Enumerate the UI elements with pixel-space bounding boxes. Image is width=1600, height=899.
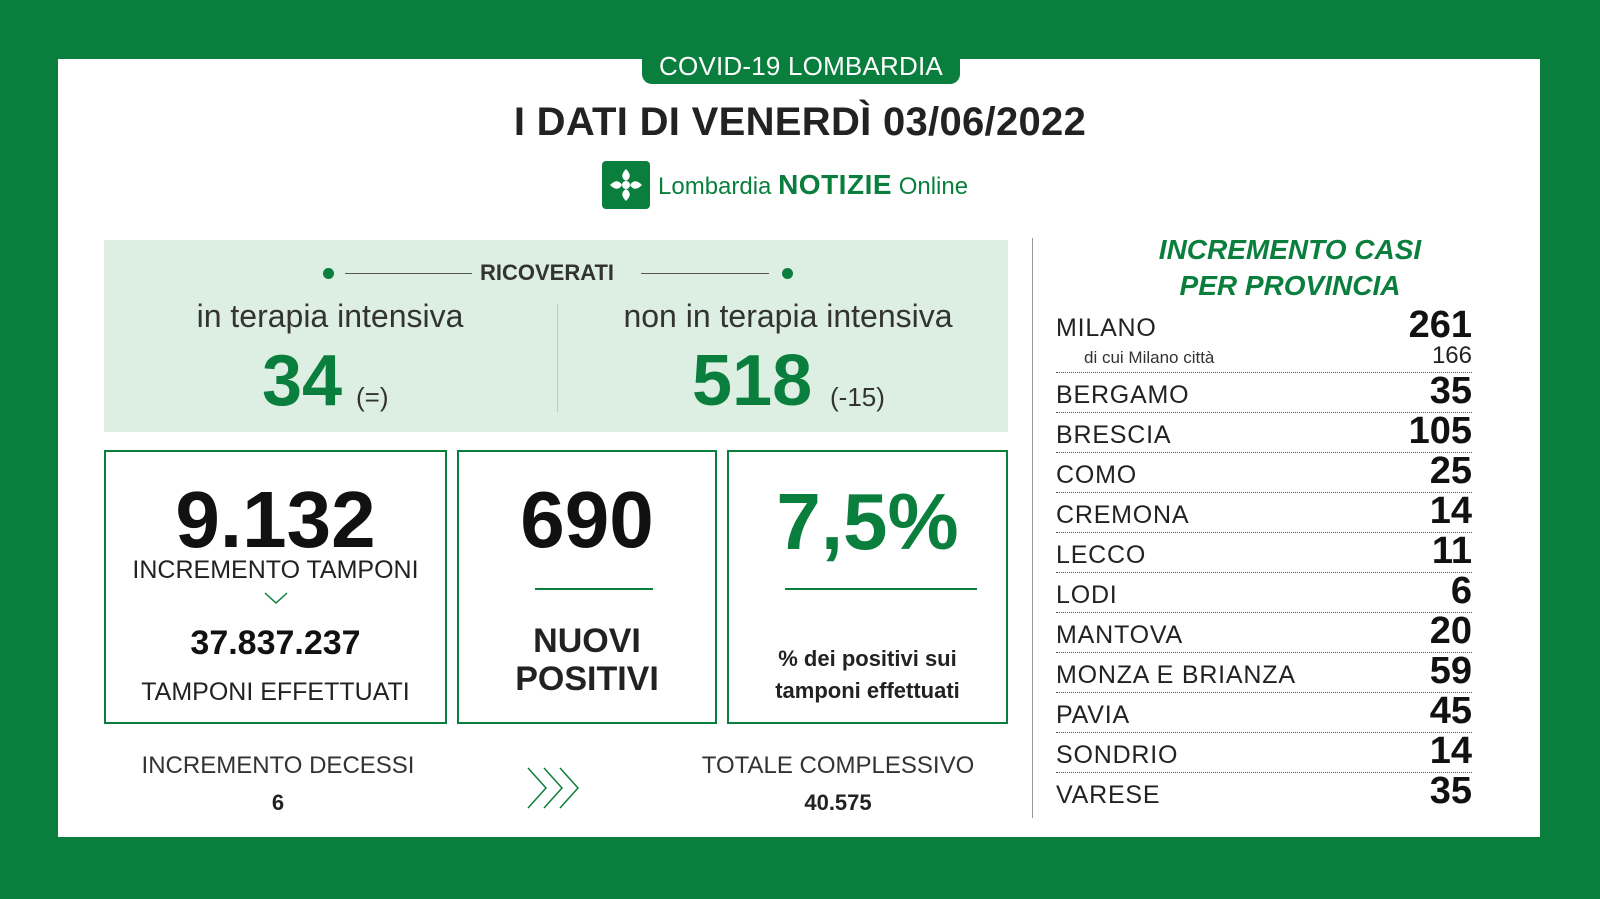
chevron-down-icon	[106, 590, 445, 610]
ricoverati-divider	[557, 304, 558, 412]
province-row: MONZA E BRIANZA 59	[1056, 650, 1472, 693]
province-row: LECCO 11	[1056, 530, 1472, 573]
nuovi-positivi-value: 690	[520, 475, 654, 564]
milano-citta-value: 166	[1431, 342, 1472, 369]
province-name: MANTOVA	[1056, 621, 1183, 649]
province-name: SONDRIO	[1056, 741, 1179, 769]
province-title: INCREMENTO CASI PER PROVINCIA	[1040, 232, 1540, 304]
province-value: 25	[1429, 450, 1472, 492]
nuovi-positivi-label-2: POSITIVI	[515, 660, 659, 698]
intensiva-value: 34	[262, 341, 343, 421]
tamponi-totale-label: TAMPONI EFFETTUATI	[141, 678, 410, 706]
logo-text-lombardia: Lombardia	[658, 173, 772, 200]
province-row: CREMONA 14	[1056, 490, 1472, 533]
province-value: 105	[1408, 410, 1472, 452]
tamponi-incremento-label: INCREMENTO TAMPONI	[132, 556, 419, 584]
province-row: SONDRIO 14	[1056, 730, 1472, 773]
chevrons-right-icon	[524, 764, 594, 817]
ricoverati-dot-left	[323, 268, 334, 279]
logo-text-online: Online	[898, 173, 969, 200]
province-name: PAVIA	[1056, 701, 1130, 729]
province-row: BERGAMO 35	[1056, 370, 1472, 413]
province-row: MANTOVA 20	[1056, 610, 1472, 653]
province-row-milano: MILANO 261 di cui Milano città 166	[1056, 304, 1472, 373]
province-value: 35	[1429, 770, 1472, 812]
tamponi-incremento-value: 9.132	[175, 475, 376, 564]
province-name: MONZA E BRIANZA	[1056, 661, 1296, 689]
province-value: 59	[1429, 650, 1472, 692]
ricoverati-label: RICOVERATI	[480, 260, 615, 285]
province-value: 14	[1429, 730, 1472, 772]
non-intensiva-value: 518	[692, 341, 813, 421]
province-row: LODI 6	[1056, 570, 1472, 613]
ricoverati-rule-left	[345, 273, 472, 274]
province-value: 261	[1408, 304, 1472, 346]
province-value: 6	[1450, 570, 1472, 612]
province-value: 14	[1429, 490, 1472, 532]
lombardia-notizie-logo: Lombardia NOTIZIE Online	[602, 161, 968, 209]
nuovi-positivi-label-1: NUOVI	[533, 622, 641, 660]
header-badge: COVID-19 LOMBARDIA	[642, 46, 960, 84]
province-name: MILANO	[1056, 314, 1157, 342]
lombardia-rose-icon	[602, 161, 650, 209]
intensiva-delta: (=)	[356, 382, 389, 412]
province-name: LECCO	[1056, 541, 1147, 569]
percentuale-value: 7,5%	[776, 477, 959, 566]
province-name: COMO	[1056, 461, 1137, 489]
percentuale-label-2: tamponi effettuati	[775, 678, 960, 703]
decessi-totale-label: TOTALE COMPLESSIVO	[701, 752, 975, 779]
province-name: VARESE	[1056, 781, 1161, 809]
province-value: 11	[1431, 530, 1472, 572]
province-row: COMO 25	[1056, 450, 1472, 493]
page-title: I DATI DI VENERDÌ 03/06/2022	[513, 100, 1087, 144]
percentuale-box: 7,5% % dei positivi sui tamponi effettua…	[727, 450, 1008, 724]
province-value: 45	[1429, 690, 1472, 732]
province-name: BRESCIA	[1056, 421, 1172, 449]
intensiva-label: in terapia intensiva	[196, 298, 464, 334]
province-name: BERGAMO	[1056, 381, 1190, 409]
province-name: LODI	[1056, 581, 1118, 609]
ricoverati-dot-right	[782, 268, 793, 279]
percentuale-label-1: % dei positivi sui	[778, 646, 957, 671]
tamponi-box: 9.132 INCREMENTO TAMPONI 37.837.237 TAMP…	[104, 450, 447, 724]
nuovi-positivi-box: 690 NUOVI POSITIVI	[457, 450, 717, 724]
decessi-incremento-value: 6	[271, 790, 285, 815]
province-value: 20	[1429, 610, 1472, 652]
province-row: PAVIA 45	[1056, 690, 1472, 733]
province-value: 35	[1429, 370, 1472, 412]
ricoverati-panel	[104, 240, 1008, 432]
province-row: VARESE 35	[1056, 770, 1472, 812]
ricoverati-rule-right	[641, 273, 769, 274]
province-title-line-2: PER PROVINCIA	[1179, 270, 1401, 301]
province-title-line-1: INCREMENTO CASI	[1158, 234, 1422, 265]
province-row: BRESCIA 105	[1056, 410, 1472, 453]
column-divider	[1032, 238, 1033, 818]
tamponi-totale-value: 37.837.237	[190, 624, 361, 662]
logo-text-notizie: NOTIZIE	[778, 169, 893, 200]
percentuale-rule	[785, 588, 977, 590]
decessi-incremento-label: INCREMENTO DECESSI	[141, 752, 415, 779]
non-intensiva-label: non in terapia intensiva	[623, 298, 953, 334]
province-name: CREMONA	[1056, 501, 1190, 529]
milano-citta-label: di cui Milano città	[1084, 348, 1215, 367]
nuovi-positivi-rule	[535, 588, 653, 590]
decessi-totale-value: 40.575	[804, 790, 872, 815]
logo-text: Lombardia NOTIZIE Online	[658, 169, 968, 201]
non-intensiva-delta: (-15)	[830, 382, 885, 412]
